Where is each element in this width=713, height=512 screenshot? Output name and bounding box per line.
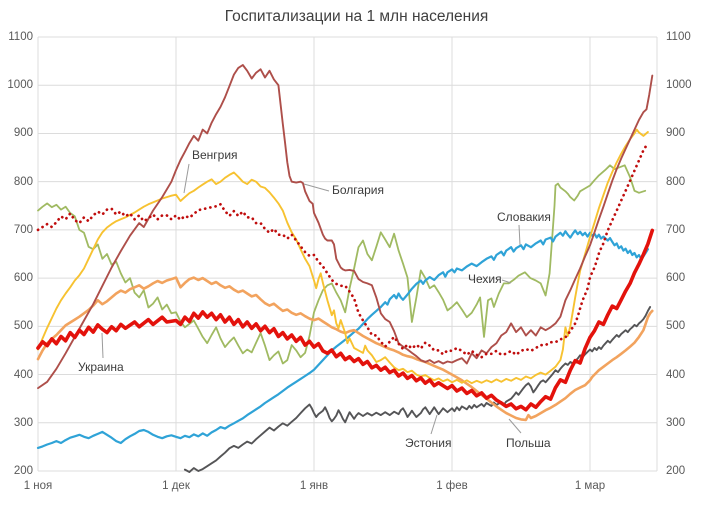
y-axis-tick-right-500: 500 xyxy=(666,320,686,333)
y-axis-tick-left-200: 200 xyxy=(13,465,33,477)
y-axis-tick-left-500: 500 xyxy=(13,320,33,333)
y-axis-tick-right-600: 600 xyxy=(666,272,686,285)
y-axis-tick-left-800: 800 xyxy=(13,175,33,188)
series-label-Словакия: Словакия xyxy=(497,210,551,224)
y-axis-tick-left-900: 900 xyxy=(13,127,33,140)
y-axis-tick-right-1000: 1000 xyxy=(666,79,692,92)
y-axis-tick-right-300: 300 xyxy=(666,416,686,429)
annotation-leader-1 xyxy=(183,163,190,194)
annotation-leader-7 xyxy=(508,418,522,434)
series-line-czechia xyxy=(37,164,647,365)
y-axis-tick-left-400: 400 xyxy=(13,368,33,381)
y-axis-tick-right-800: 800 xyxy=(666,175,686,188)
y-axis-tick-right-900: 900 xyxy=(666,127,686,140)
series-line-slovakia xyxy=(36,229,650,449)
series-label-Эстония: Эстония xyxy=(405,436,452,450)
series-line-dotted_red xyxy=(36,141,650,359)
x-axis-tick-5: 1 мар xyxy=(574,480,606,492)
y-axis-tick-right-700: 700 xyxy=(666,223,686,236)
series-label-Чехия: Чехия xyxy=(468,272,502,286)
x-axis-tick-1: 1 ноя xyxy=(23,480,53,492)
annotation-leader-6 xyxy=(430,414,438,435)
annotation-leader-2 xyxy=(303,183,330,192)
x-axis-tick-4: 1 фев xyxy=(436,480,468,492)
series-label-Польша: Польша xyxy=(506,436,551,450)
y-axis-tick-left-1100: 1100 xyxy=(8,31,33,43)
series-line-bulgaria xyxy=(37,64,654,390)
x-axis-tick-3: 1 янв xyxy=(299,480,329,492)
series-line-ukraine xyxy=(36,228,655,412)
y-axis-tick-left-700: 700 xyxy=(13,223,33,236)
annotation-leader-5 xyxy=(101,332,104,359)
y-axis-tick-left-1000: 1000 xyxy=(7,79,33,92)
y-axis-tick-right-1100: 1100 xyxy=(666,31,691,43)
y-axis-tick-left-600: 600 xyxy=(13,272,33,285)
y-axis-tick-right-400: 400 xyxy=(666,368,686,381)
series-label-Украина: Украина xyxy=(78,360,124,374)
series-line-estonia xyxy=(183,306,652,473)
annotation-leader-3 xyxy=(518,224,521,246)
x-axis-tick-2: 1 дек xyxy=(162,480,190,492)
series-label-Болгария: Болгария xyxy=(332,183,384,197)
y-axis-tick-right-200: 200 xyxy=(666,465,686,477)
series-label-Венгрия: Венгрия xyxy=(192,148,238,162)
annotation-leader-4 xyxy=(501,279,512,284)
series-line-poland xyxy=(36,276,654,422)
series-line-hungary xyxy=(37,128,649,385)
y-axis-tick-left-300: 300 xyxy=(13,416,33,429)
chart-title: Госпитализации на 1 млн населения xyxy=(224,8,489,25)
